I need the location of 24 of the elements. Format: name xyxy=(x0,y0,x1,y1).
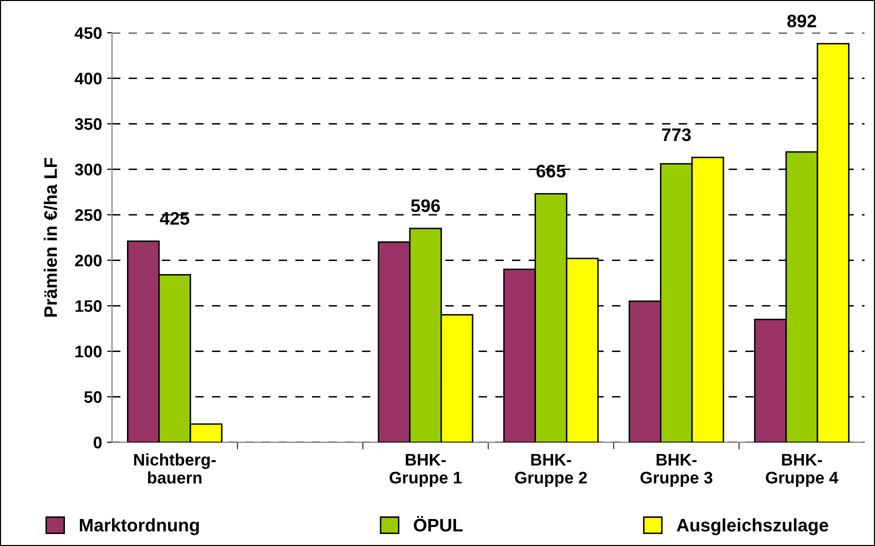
x-tick-label: BHK- Gruppe 3 xyxy=(640,454,712,487)
y-tick-label: 450 xyxy=(74,27,102,39)
legend-label: ÖPUL xyxy=(414,516,463,532)
legend-label: Marktordnung xyxy=(80,518,199,536)
total-label: 425 xyxy=(160,212,190,225)
total-label: 665 xyxy=(536,164,566,178)
y-tick-label: 150 xyxy=(76,300,102,312)
y-tick-label: 400 xyxy=(74,72,102,84)
total-label: 773 xyxy=(662,128,691,142)
y-tick-label: 100 xyxy=(76,346,102,358)
legend-label: Ausgleichszulage xyxy=(676,518,828,536)
y-tick-label: 0 xyxy=(94,436,102,448)
y-tick-label: 350 xyxy=(74,118,102,130)
total-label: 596 xyxy=(411,199,440,212)
y-tick-label: 300 xyxy=(74,164,102,176)
y-tick-label: 200 xyxy=(75,254,102,266)
x-tick-label: Nichtberg- bauern xyxy=(134,453,216,484)
y-axis-title: Prämien in €/ha LF xyxy=(44,158,58,317)
x-tick-label: BHK- Gruppe 4 xyxy=(766,454,838,487)
y-tick-label: 50 xyxy=(84,391,102,403)
x-tick-label: BHK- Gruppe 1 xyxy=(390,454,462,487)
total-label: 892 xyxy=(787,14,816,28)
x-tick-label: BHK- Gruppe 2 xyxy=(515,454,587,487)
y-tick-label: 250 xyxy=(75,209,102,221)
